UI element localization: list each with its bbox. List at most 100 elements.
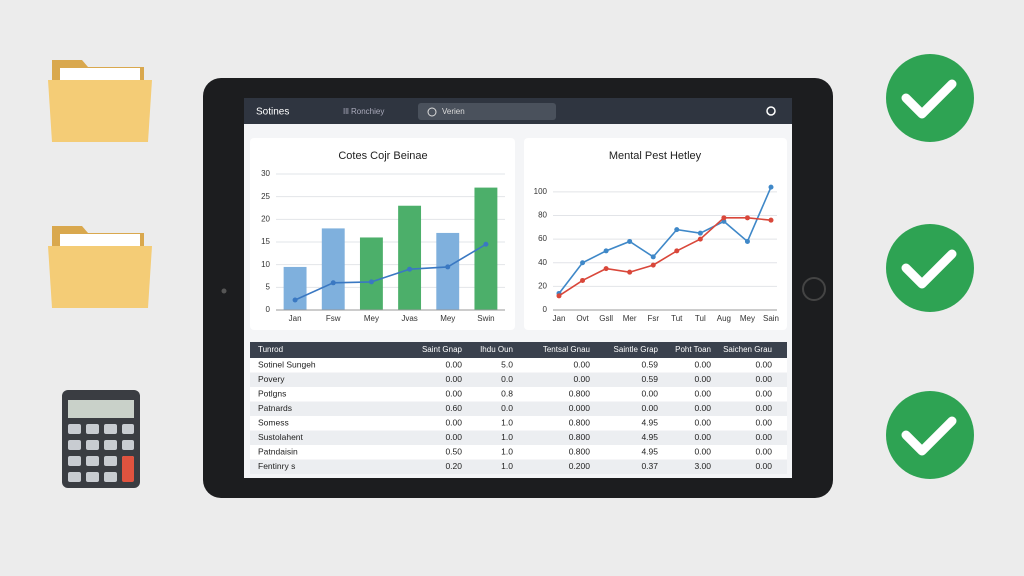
- x-tick-label: Jan: [289, 314, 302, 323]
- y-tick-label: 80: [538, 211, 547, 220]
- table-cell: 0.0: [501, 403, 513, 413]
- table-cell: Somess: [258, 418, 289, 428]
- table-cell: 0.00: [755, 461, 772, 471]
- table-cell: 0.00: [755, 447, 772, 457]
- x-tick-label: Fsr: [647, 314, 659, 323]
- x-tick-label: Jvas: [401, 314, 417, 323]
- table-cell: 0.00: [694, 374, 711, 384]
- point: [768, 184, 774, 190]
- table-cell: 0.00: [641, 403, 658, 413]
- search-button[interactable]: [766, 106, 776, 116]
- search-icon: [427, 107, 437, 117]
- x-tick-label: Mey: [364, 314, 379, 323]
- point: [368, 279, 374, 285]
- table-row-stripe: [250, 459, 787, 474]
- home-button[interactable]: [802, 277, 826, 301]
- check-icon: [886, 224, 974, 312]
- x-tick-label: Aug: [717, 314, 731, 323]
- table-cell: 0.0: [501, 374, 513, 384]
- bar: [321, 228, 345, 310]
- table-cell: 0.00: [445, 374, 462, 384]
- table-cell: 0.00: [573, 360, 590, 370]
- table-cell: 0.00: [694, 432, 711, 442]
- table-row-stripe: [250, 372, 787, 387]
- table-cell: 1.0: [501, 447, 513, 457]
- table-cell: 0.20: [445, 461, 462, 471]
- point: [603, 248, 609, 254]
- y-tick-label: 20: [261, 214, 270, 223]
- point: [407, 266, 413, 272]
- point: [744, 215, 750, 221]
- point: [627, 238, 633, 244]
- chart-title: Mental Pest Hetley: [609, 150, 702, 162]
- column-header: Tentsal Gnau: [543, 345, 590, 354]
- table-cell: 0.00: [755, 403, 772, 413]
- bar: [474, 187, 498, 310]
- line: [558, 186, 772, 294]
- table-cell: 0.00: [694, 418, 711, 428]
- column-header: Saintle Grap: [614, 345, 659, 354]
- table-cell: Potlgns: [258, 389, 286, 399]
- search-text: Verien: [442, 107, 465, 116]
- bar: [359, 237, 383, 310]
- point: [721, 215, 727, 221]
- y-tick-label: 20: [538, 281, 547, 290]
- table-cell: 0.00: [755, 389, 772, 399]
- column-header: Saichen Grau: [723, 345, 772, 354]
- y-tick-label: 100: [534, 187, 548, 196]
- table-cell: 4.95: [641, 418, 658, 428]
- point: [674, 227, 680, 233]
- search-box[interactable]: [418, 103, 556, 120]
- folder-icon[interactable]: [48, 60, 152, 142]
- check-icon: [886, 391, 974, 479]
- y-tick-label: 10: [261, 260, 270, 269]
- table-cell: 0.59: [641, 374, 658, 384]
- table-cell: 0.00: [755, 374, 772, 384]
- x-tick-label: Sain: [763, 314, 779, 323]
- table-cell: 0.8: [501, 389, 513, 399]
- x-tick-label: Tut: [671, 314, 683, 323]
- point: [580, 277, 586, 283]
- line: [294, 243, 487, 301]
- point: [556, 293, 562, 299]
- calculator-icon[interactable]: [62, 390, 140, 488]
- bar: [436, 232, 460, 310]
- table-cell: 0.800: [569, 389, 591, 399]
- table-cell: 0.200: [569, 461, 591, 471]
- x-tick-label: Mey: [440, 314, 455, 323]
- point: [768, 217, 774, 223]
- table-cell: 0.800: [569, 432, 591, 442]
- table-cell: 0.50: [445, 447, 462, 457]
- check-icon: [886, 54, 974, 142]
- table-cell: Patnards: [258, 403, 292, 413]
- x-tick-label: Mer: [623, 314, 637, 323]
- point: [721, 218, 727, 224]
- point: [580, 260, 586, 266]
- y-tick-label: 60: [538, 234, 547, 243]
- column-header: Poht Toan: [675, 345, 711, 354]
- point: [697, 230, 703, 236]
- y-tick-label: 5: [266, 282, 271, 291]
- point: [627, 269, 633, 275]
- folder-icon[interactable]: [48, 226, 152, 308]
- table-cell: 0.00: [573, 374, 590, 384]
- x-tick-label: Mey: [740, 314, 755, 323]
- table-cell: 0.00: [445, 432, 462, 442]
- chart-title: Cotes Cojr Beinae: [338, 150, 427, 162]
- point: [674, 248, 680, 254]
- table-cell: 0.00: [755, 418, 772, 428]
- table-header: [250, 342, 787, 358]
- point: [330, 280, 336, 286]
- nav-tab[interactable]: Ill Ronchiey: [343, 107, 384, 116]
- bar: [283, 266, 307, 310]
- bar: [398, 205, 422, 310]
- table-cell: Povery: [258, 374, 285, 384]
- table-cell: 0.800: [569, 418, 591, 428]
- table-cell: 0.00: [694, 403, 711, 413]
- app-title: Sotines: [256, 107, 289, 118]
- column-header: Saint Gnap: [422, 345, 463, 354]
- table-cell: 5.0: [501, 360, 513, 370]
- chart-panel: [524, 138, 787, 330]
- point: [697, 236, 703, 242]
- table-cell: 1.0: [501, 432, 513, 442]
